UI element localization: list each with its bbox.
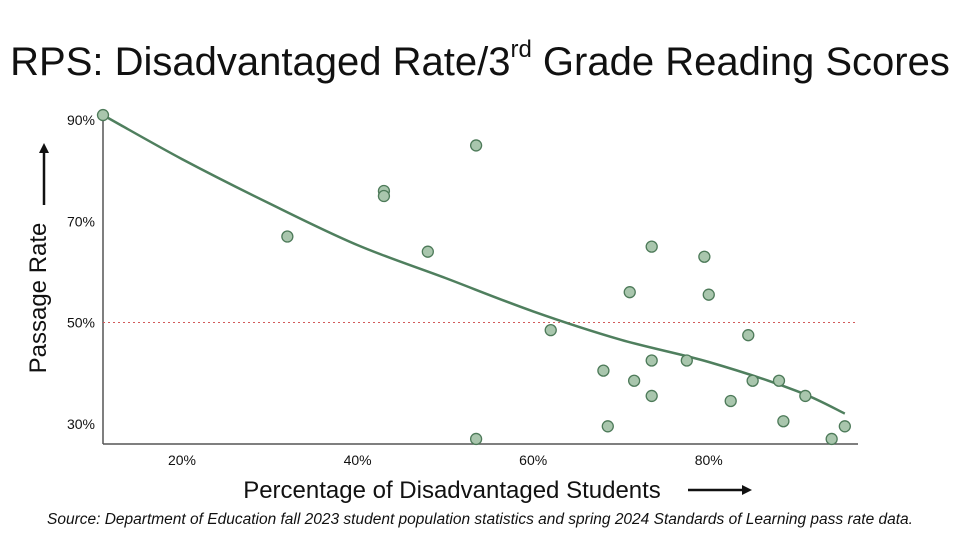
- data-point: [96, 108, 110, 122]
- x-tick-labels: 20% 40% 60% 80%: [168, 452, 723, 468]
- data-point: [742, 329, 755, 342]
- x-tick-label: 20%: [168, 452, 196, 468]
- y-tick-label: 30%: [67, 416, 95, 432]
- data-point: [281, 230, 294, 243]
- data-point: [377, 189, 391, 203]
- y-tick-label: 90%: [67, 112, 95, 128]
- chart-title: RPS: Disadvantaged Rate/3rd Grade Readin…: [0, 38, 960, 85]
- title-superscript: rd: [510, 36, 532, 63]
- data-point: [645, 240, 658, 253]
- data-point: [772, 374, 786, 387]
- data-point: [627, 374, 641, 387]
- data-point: [601, 420, 614, 433]
- y-tick-label: 70%: [67, 213, 95, 229]
- y-axis-label: Passage Rate: [25, 223, 52, 374]
- data-point: [777, 415, 790, 428]
- source-note: Source: Department of Education fall 202…: [47, 511, 913, 528]
- data-point: [421, 245, 434, 258]
- trendline: [102, 114, 846, 415]
- title-rest: Grade Reading Scores: [531, 40, 950, 84]
- data-point: [645, 354, 658, 367]
- data-point: [469, 139, 483, 152]
- axes: [102, 110, 858, 445]
- y-tick-labels: 90% 70% 50% 30%: [67, 112, 95, 432]
- data-point: [825, 432, 838, 446]
- data-point: [724, 394, 737, 408]
- data-point: [799, 389, 812, 403]
- data-point: [702, 288, 715, 301]
- x-axis-label: Percentage of Disadvantaged Students: [243, 477, 661, 504]
- data-point: [645, 389, 658, 403]
- data-point: [838, 420, 851, 433]
- data-point: [623, 286, 636, 299]
- data-point: [746, 374, 759, 387]
- data-points: [96, 108, 851, 446]
- x-tick-label: 40%: [344, 452, 372, 468]
- title-main: RPS: Disadvantaged Rate/3: [10, 40, 511, 84]
- x-tick-label: 60%: [519, 452, 547, 468]
- data-point: [469, 432, 483, 446]
- y-tick-label: 50%: [67, 315, 95, 331]
- data-point: [698, 250, 711, 263]
- data-point: [544, 323, 557, 337]
- data-point: [680, 354, 693, 367]
- data-point: [597, 364, 610, 377]
- x-tick-label: 80%: [695, 452, 723, 468]
